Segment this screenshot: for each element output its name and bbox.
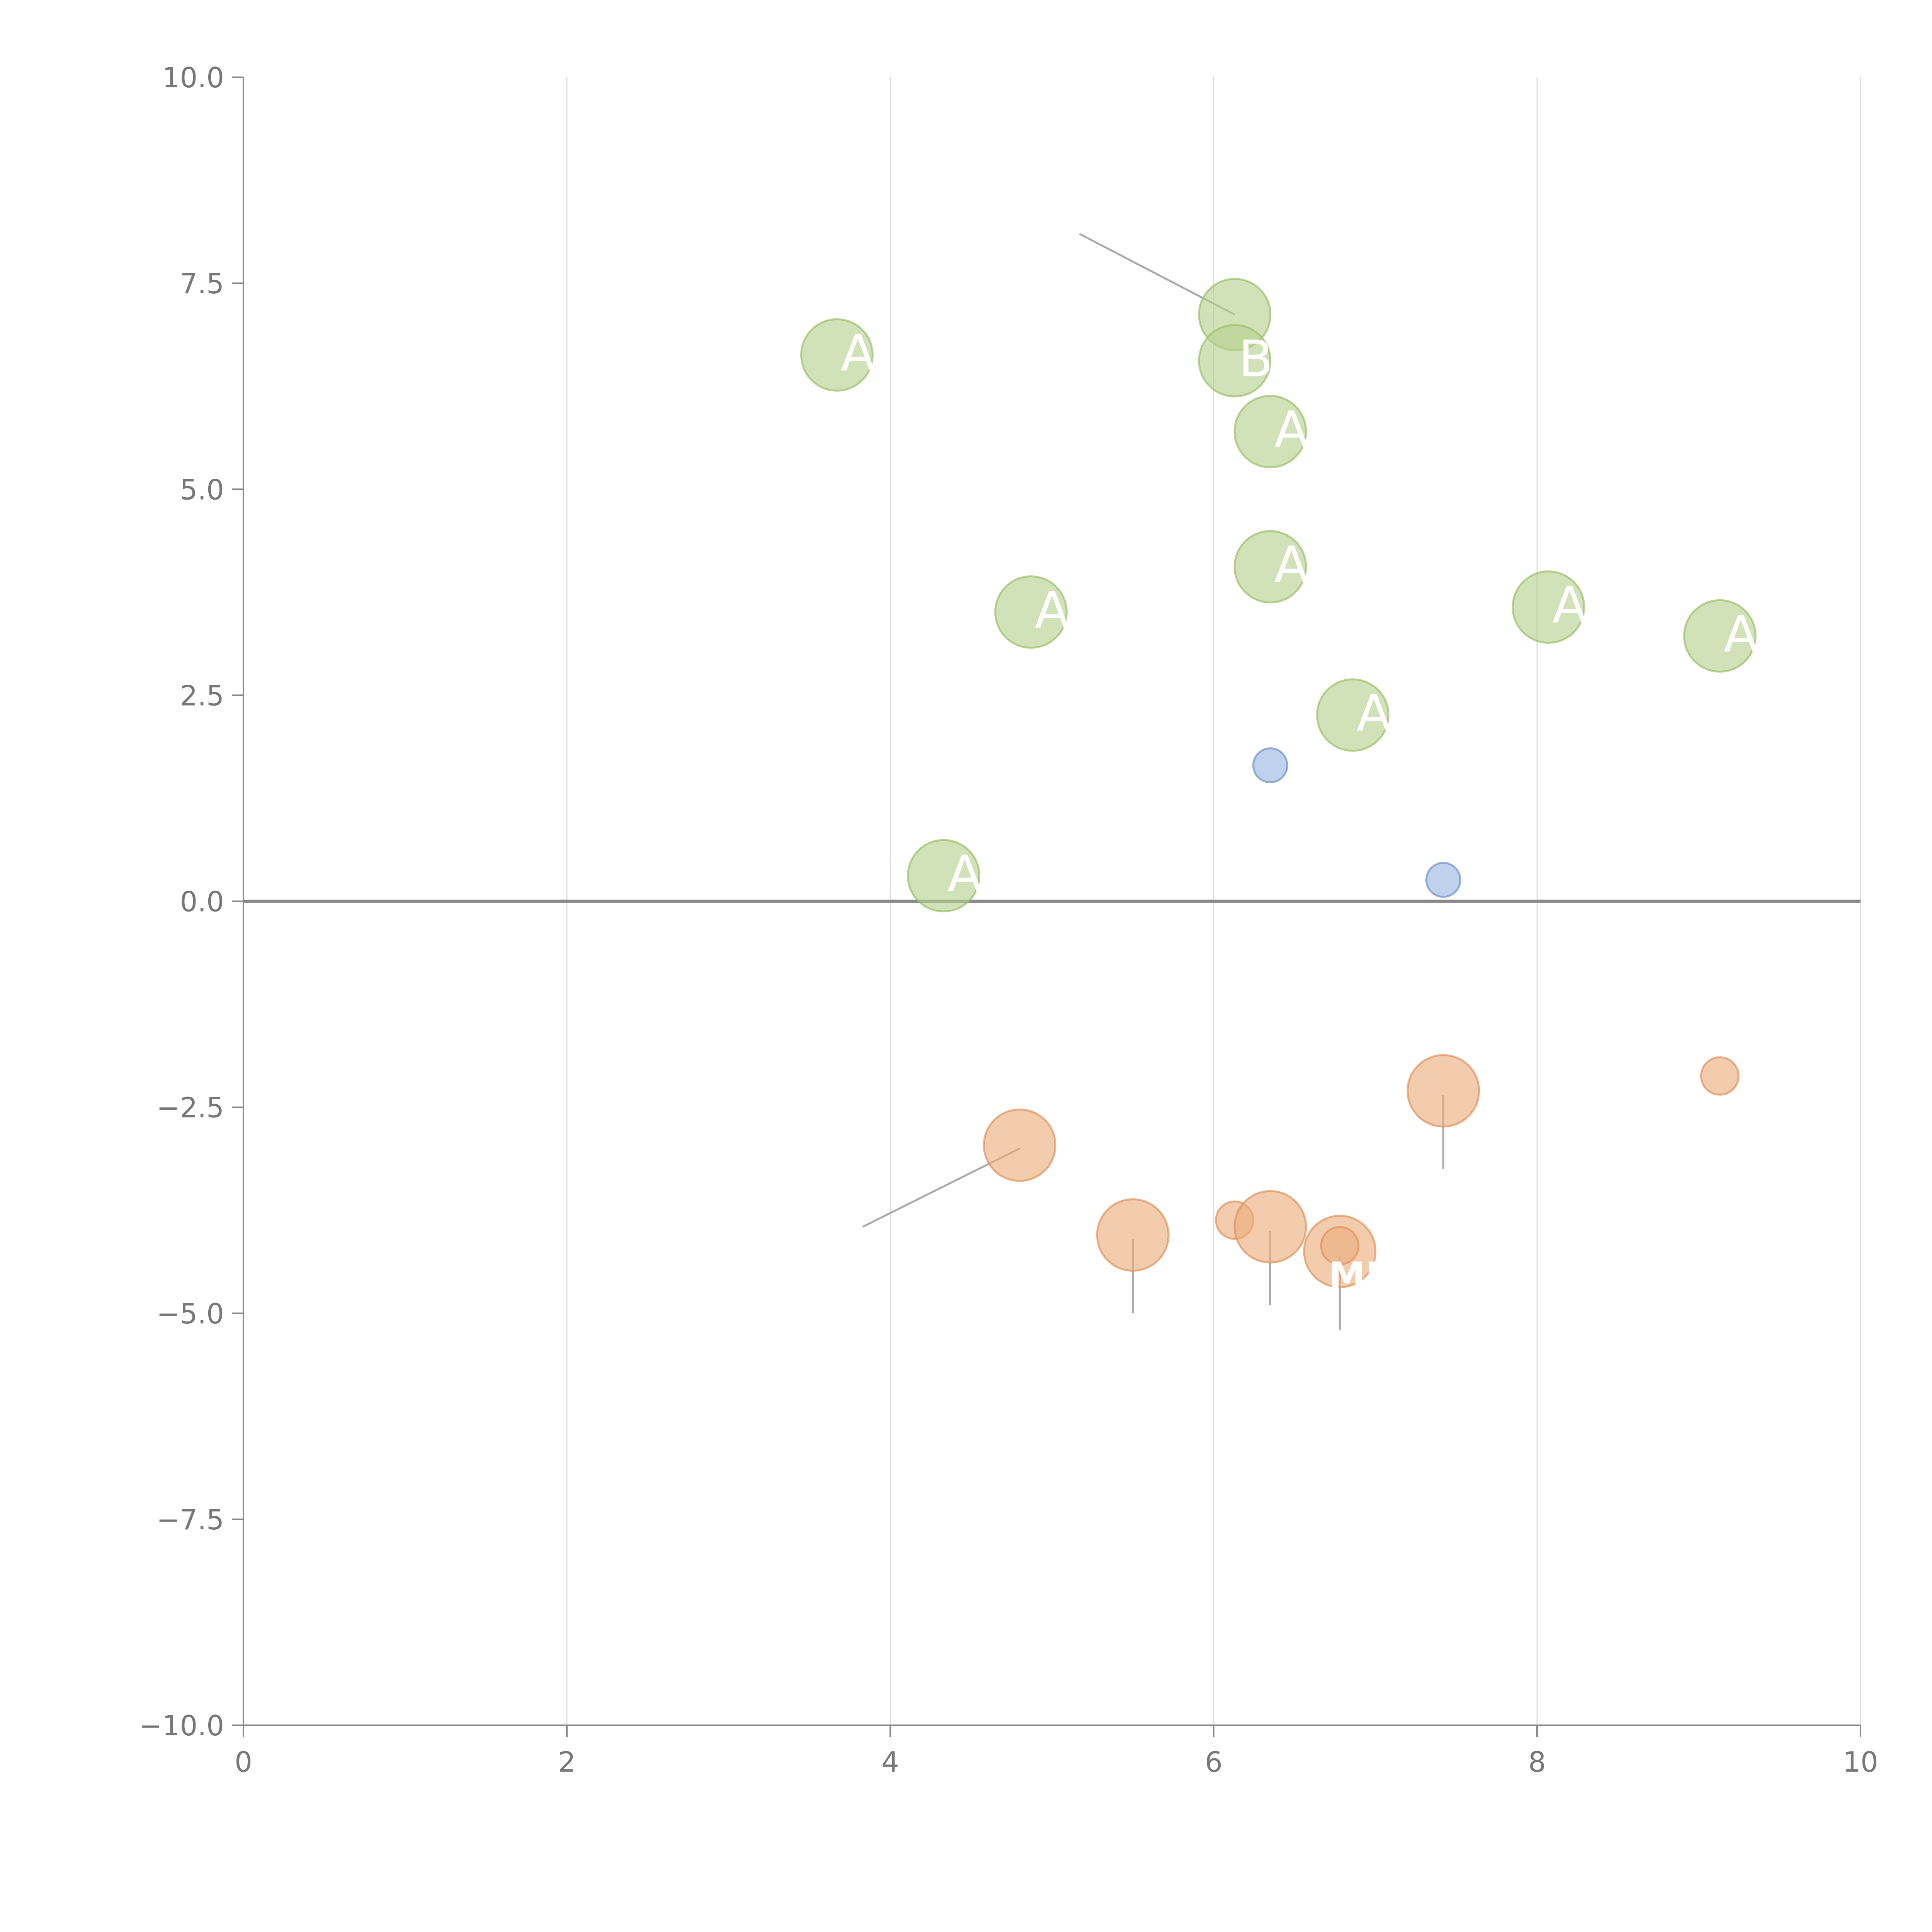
point-label: B — [1238, 330, 1273, 388]
y-tick-label: 7.5 — [180, 267, 224, 300]
point-label: A — [947, 844, 982, 903]
y-tick-label: 0.0 — [180, 886, 224, 918]
green-point — [994, 575, 1068, 649]
orange-point — [1406, 1054, 1480, 1128]
point-label: A — [1357, 684, 1391, 743]
blue-point — [1425, 862, 1461, 898]
point-label: A — [1035, 581, 1069, 639]
orange-point — [1700, 1056, 1740, 1096]
callout-label: — ME — [1278, 1254, 1391, 1298]
data-points — [800, 278, 1757, 1288]
x-tick-label: 2 — [558, 1746, 576, 1778]
green-point — [1233, 395, 1307, 468]
y-tick-label: 5.0 — [180, 473, 224, 506]
green-point — [1198, 324, 1272, 398]
x-tick-label: 4 — [881, 1746, 899, 1778]
green-point — [907, 839, 981, 913]
orange-point — [1233, 1190, 1307, 1264]
green-point — [1512, 570, 1585, 644]
y-tick-label: −2.5 — [156, 1092, 224, 1124]
blue-point — [1252, 747, 1288, 784]
point-label: A — [1552, 576, 1587, 634]
green-point — [800, 318, 874, 392]
point-label: A — [1274, 536, 1308, 594]
green-point — [1683, 599, 1757, 673]
x-tick-label: 10 — [1843, 1746, 1878, 1778]
point-label: A — [1274, 400, 1308, 459]
y-tick-label: −5.0 — [156, 1298, 224, 1330]
y-tick-label: 2.5 — [180, 679, 224, 712]
y-tick-label: −10.0 — [139, 1709, 224, 1742]
orange-point — [983, 1108, 1056, 1182]
point-label: A — [1724, 605, 1758, 663]
orange-point — [1096, 1198, 1170, 1272]
x-tick-label: 8 — [1528, 1746, 1546, 1778]
point-label: A — [841, 324, 875, 383]
y-tick-label: 10.0 — [162, 61, 224, 94]
green-point — [1233, 530, 1307, 604]
orange-point — [1320, 1226, 1360, 1265]
x-tick-label: 0 — [235, 1746, 252, 1778]
x-tick-label: 6 — [1205, 1746, 1223, 1778]
green-point — [1316, 678, 1389, 752]
axes: 10.0 7.5 5.0 2.5 0.0 −2.5 −5.0 −7.5 −10.0 0 2 4 6 8 10 — [139, 61, 1878, 1778]
y-tick-label: −7.5 — [156, 1503, 224, 1536]
leader-lines — [862, 233, 1444, 1330]
